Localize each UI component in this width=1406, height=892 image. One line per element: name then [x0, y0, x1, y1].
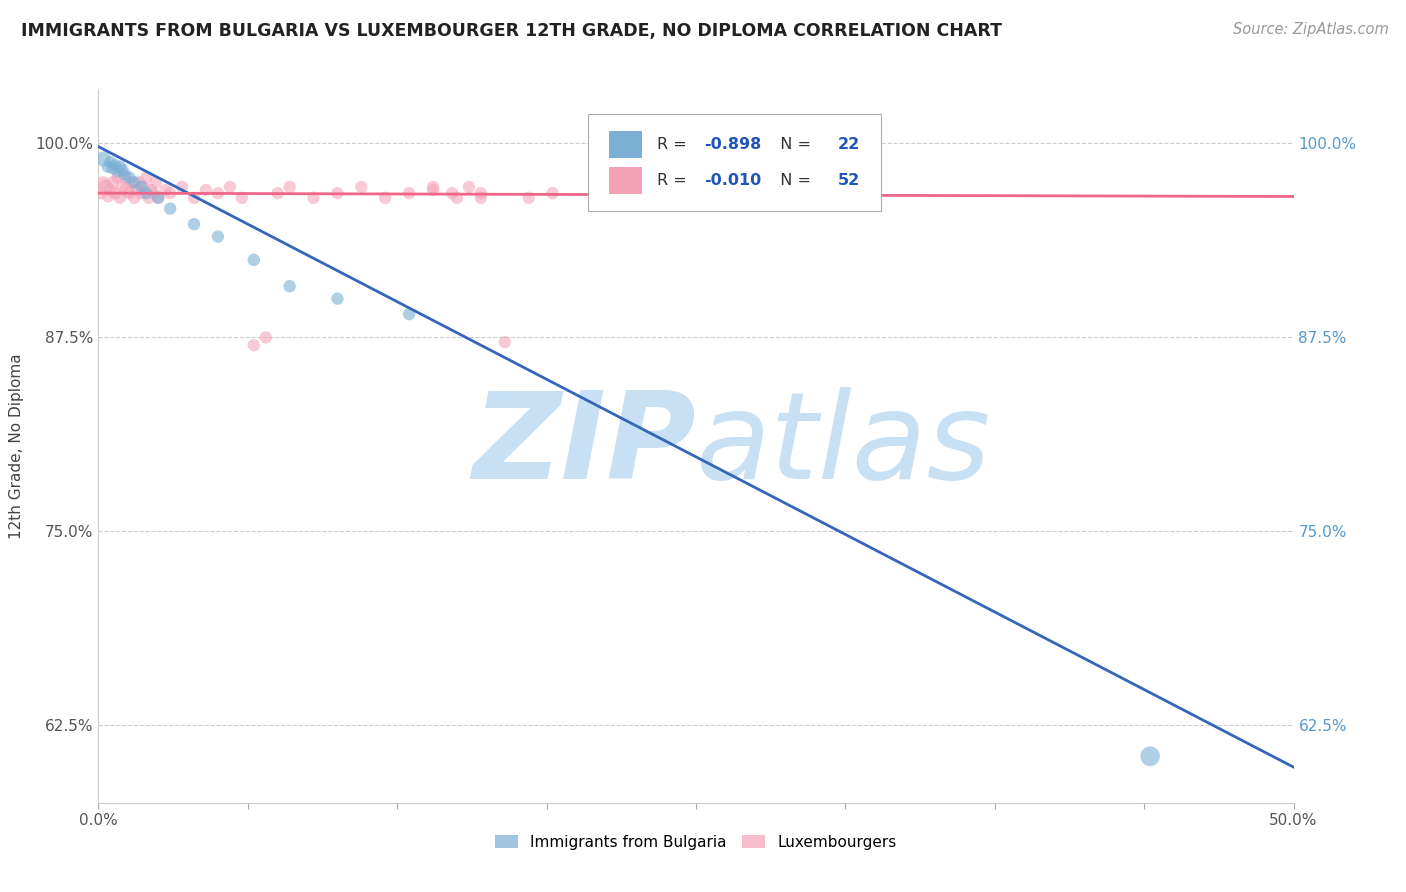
- Point: [159, 186, 181, 201]
- Point: [243, 338, 266, 352]
- FancyBboxPatch shape: [609, 130, 643, 158]
- Y-axis label: 12th Grade, No Diploma: 12th Grade, No Diploma: [10, 353, 24, 539]
- Point: [111, 162, 134, 177]
- Point: [98, 183, 122, 197]
- Point: [243, 252, 266, 267]
- Point: [135, 186, 157, 201]
- Point: [104, 186, 127, 201]
- Point: [207, 229, 229, 244]
- Point: [145, 175, 167, 189]
- Point: [91, 175, 114, 189]
- Point: [121, 175, 143, 189]
- Point: [254, 330, 277, 344]
- Text: N =: N =: [770, 136, 817, 152]
- FancyBboxPatch shape: [609, 167, 643, 194]
- Point: [128, 175, 150, 189]
- Text: Source: ZipAtlas.com: Source: ZipAtlas.com: [1233, 22, 1389, 37]
- Point: [195, 183, 218, 197]
- Point: [118, 186, 141, 201]
- Point: [1139, 749, 1161, 764]
- Point: [267, 186, 290, 201]
- Point: [91, 152, 114, 166]
- Point: [441, 186, 464, 201]
- Text: N =: N =: [770, 173, 817, 188]
- Point: [446, 191, 468, 205]
- Point: [131, 180, 153, 194]
- Point: [183, 191, 205, 205]
- Text: ZIP: ZIP: [472, 387, 696, 505]
- Point: [326, 186, 349, 201]
- FancyBboxPatch shape: [589, 114, 882, 211]
- Point: [108, 191, 131, 205]
- Point: [219, 180, 242, 194]
- Point: [124, 191, 146, 205]
- Point: [101, 175, 124, 189]
- Point: [131, 186, 153, 201]
- Point: [517, 191, 540, 205]
- Point: [231, 191, 253, 205]
- Point: [148, 191, 170, 205]
- Point: [494, 334, 516, 349]
- Point: [172, 180, 194, 194]
- Point: [422, 183, 444, 197]
- Text: R =: R =: [657, 136, 692, 152]
- Point: [422, 180, 444, 194]
- Point: [398, 186, 420, 201]
- Point: [183, 217, 205, 231]
- Point: [98, 155, 122, 169]
- Point: [107, 170, 129, 185]
- Point: [142, 186, 165, 201]
- Point: [470, 186, 492, 201]
- Point: [101, 161, 124, 176]
- Point: [108, 160, 131, 174]
- Text: -0.898: -0.898: [704, 136, 762, 152]
- Text: R =: R =: [657, 173, 692, 188]
- Point: [302, 191, 325, 205]
- Point: [90, 186, 112, 201]
- Point: [326, 292, 349, 306]
- Point: [207, 186, 229, 201]
- Point: [350, 180, 373, 194]
- Text: IMMIGRANTS FROM BULGARIA VS LUXEMBOURGER 12TH GRADE, NO DIPLOMA CORRELATION CHAR: IMMIGRANTS FROM BULGARIA VS LUXEMBOURGER…: [21, 22, 1002, 40]
- Point: [97, 189, 120, 203]
- Text: 52: 52: [838, 173, 860, 188]
- Point: [470, 191, 492, 205]
- Point: [118, 170, 141, 185]
- Point: [278, 180, 301, 194]
- Point: [114, 170, 136, 185]
- Point: [107, 164, 129, 178]
- Point: [541, 186, 564, 201]
- Point: [114, 168, 136, 182]
- Point: [94, 180, 117, 194]
- Point: [115, 183, 138, 197]
- Point: [398, 307, 420, 321]
- Point: [138, 191, 160, 205]
- Text: atlas: atlas: [696, 387, 991, 505]
- Point: [139, 183, 162, 197]
- Point: [104, 158, 127, 172]
- Point: [135, 170, 157, 185]
- Point: [132, 180, 155, 194]
- Point: [155, 183, 177, 197]
- Text: 22: 22: [838, 136, 860, 152]
- Point: [159, 202, 181, 216]
- Text: -0.010: -0.010: [704, 173, 762, 188]
- Point: [148, 191, 170, 205]
- Legend: Immigrants from Bulgaria, Luxembourgers: Immigrants from Bulgaria, Luxembourgers: [489, 829, 903, 855]
- Point: [458, 180, 481, 194]
- Point: [278, 279, 301, 293]
- Point: [124, 175, 146, 189]
- Point: [111, 180, 134, 194]
- Point: [374, 191, 396, 205]
- Point: [97, 160, 120, 174]
- Point: [125, 183, 148, 197]
